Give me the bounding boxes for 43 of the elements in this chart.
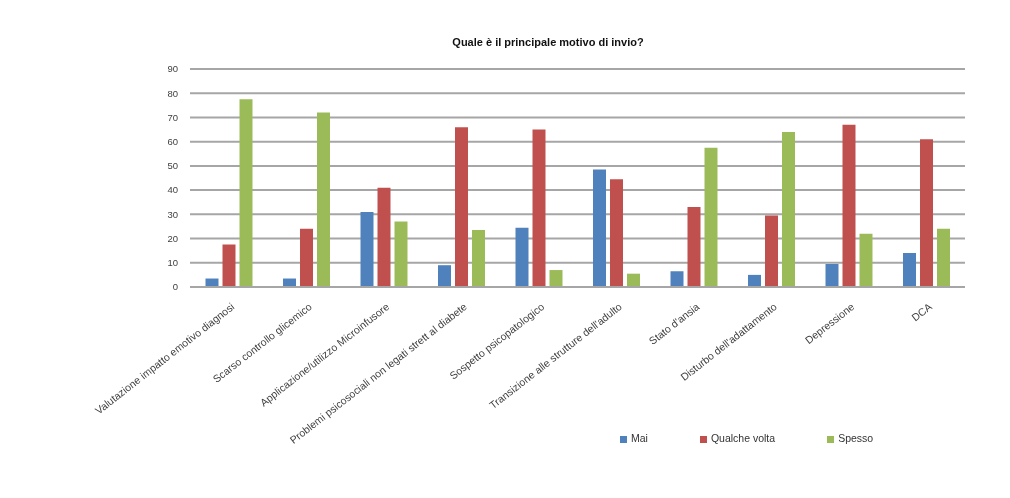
bar (765, 215, 778, 287)
bar (903, 253, 916, 287)
bar (748, 274, 761, 287)
bar (549, 270, 563, 287)
bar (300, 228, 313, 287)
bar (377, 187, 391, 287)
chart-title: Quale è il principale motivo di invio? (451, 35, 645, 49)
bar (627, 273, 640, 287)
bar (842, 124, 856, 287)
bar (687, 207, 701, 287)
legend-label: Spesso (838, 432, 874, 444)
bar (593, 169, 606, 287)
bar (704, 147, 718, 287)
bar (859, 233, 873, 287)
y-tick-label: 10 (167, 257, 178, 269)
y-tick-label: 90 (167, 63, 178, 75)
bar (515, 227, 529, 287)
bar (455, 127, 468, 287)
bar (937, 228, 950, 287)
bar (360, 211, 374, 287)
bar (610, 179, 623, 287)
bar (825, 263, 839, 287)
bar (394, 221, 408, 287)
bar (532, 129, 546, 287)
y-tick-label: 30 (167, 208, 178, 220)
y-tick-label: 40 (167, 184, 178, 196)
legend-label: Mai (631, 432, 648, 444)
y-tick-label: 60 (167, 136, 178, 148)
y-tick-label: 80 (167, 87, 178, 99)
bar (438, 265, 451, 287)
x-tick-label: DCA (909, 300, 934, 324)
bar (670, 271, 684, 287)
bar (920, 139, 933, 287)
bar (472, 230, 485, 287)
legend-label: Qualche volta (710, 432, 776, 444)
bar (317, 112, 330, 287)
y-tick-label: 0 (172, 281, 178, 293)
bar (782, 131, 795, 287)
y-tick-label: 20 (167, 232, 178, 244)
y-tick-label: 50 (167, 160, 178, 172)
bar (239, 99, 253, 287)
bar (222, 244, 236, 287)
y-tick-label: 70 (167, 111, 178, 123)
